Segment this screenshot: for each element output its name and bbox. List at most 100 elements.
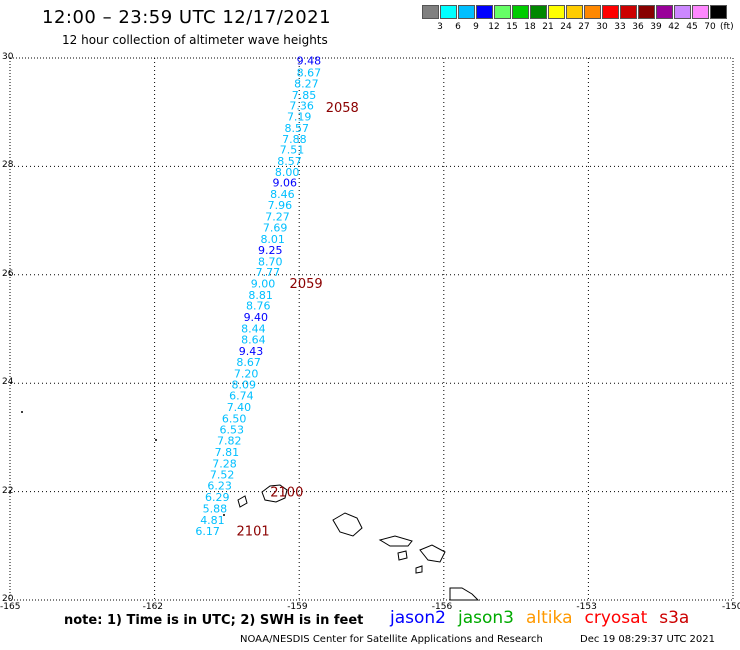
time-label: 2100 bbox=[270, 486, 303, 501]
color-swatch bbox=[656, 5, 673, 19]
wave-height-value: 8.67 bbox=[297, 67, 322, 80]
wave-height-value: 7.81 bbox=[215, 446, 240, 459]
color-swatch bbox=[602, 5, 619, 19]
wave-height-value: 9.00 bbox=[251, 277, 276, 290]
time-label: 2058 bbox=[326, 101, 359, 116]
wave-height-value: 7.51 bbox=[280, 144, 305, 157]
legend-item: altika bbox=[526, 608, 573, 628]
island-niihau bbox=[237, 495, 248, 508]
color-scale-label: 9 bbox=[473, 22, 479, 32]
wave-height-value: 8.27 bbox=[294, 77, 319, 90]
color-scale-label: 70 bbox=[704, 22, 716, 32]
wave-height-value: 7.85 bbox=[292, 89, 317, 102]
wave-height-value: 9.06 bbox=[272, 177, 297, 190]
wave-height-value: 6.29 bbox=[205, 491, 230, 504]
color-swatch bbox=[584, 5, 601, 19]
satellite-legend: jason2 jason3 altika cryosat s3a bbox=[390, 608, 701, 628]
color-swatch bbox=[512, 5, 529, 19]
island-molokai bbox=[378, 535, 413, 547]
wave-height-value: 7.52 bbox=[210, 468, 235, 481]
altimeter-track: 9.488.678.277.857.367.198.577.887.518.57… bbox=[195, 55, 358, 540]
wave-height-value: 4.81 bbox=[200, 514, 225, 527]
wave-height-value: 7.88 bbox=[282, 133, 307, 146]
color-swatch bbox=[494, 5, 511, 19]
page-title: 12:00 – 23:59 UTC 12/17/2021 bbox=[42, 7, 332, 28]
footer-note: note: 1) Time is in UTC; 2) SWH is in fe… bbox=[64, 613, 364, 628]
wave-height-value: 9.48 bbox=[297, 55, 322, 68]
color-swatch bbox=[422, 5, 439, 19]
color-scale-label: (ft) bbox=[720, 22, 734, 32]
color-scale-label: 36 bbox=[632, 22, 644, 32]
color-scale-label: 45 bbox=[686, 22, 698, 32]
wave-height-value: 6.50 bbox=[222, 412, 247, 425]
hawaiian-islands bbox=[21, 411, 480, 601]
island-kahoolawe bbox=[415, 565, 423, 574]
wave-height-value: 7.19 bbox=[287, 111, 312, 124]
legend-item: jason3 bbox=[458, 608, 514, 628]
wave-height-value: 8.57 bbox=[285, 122, 310, 135]
generated-timestamp: Dec 19 08:29:37 UTC 2021 bbox=[580, 634, 715, 645]
wave-height-value: 8.01 bbox=[260, 233, 285, 246]
island-lanai bbox=[397, 550, 408, 561]
wave-height-value: 9.25 bbox=[258, 244, 283, 257]
island-kauai bbox=[261, 484, 288, 503]
latitude-label: 28 bbox=[2, 160, 14, 171]
latitude-label: 24 bbox=[2, 377, 14, 388]
longitude-label: -162 bbox=[142, 602, 164, 612]
color-swatch bbox=[674, 5, 691, 19]
wave-height-value: 7.36 bbox=[289, 100, 314, 113]
color-scale-label: 21 bbox=[542, 22, 554, 32]
wave-height-value: 7.27 bbox=[265, 210, 290, 223]
color-scale-label: 12 bbox=[488, 22, 500, 32]
islet-2 bbox=[155, 439, 157, 441]
page-subtitle: 12 hour collection of altimeter wave hei… bbox=[62, 33, 328, 47]
credit-line: NOAA/NESDIS Center for Satellite Applica… bbox=[240, 634, 543, 645]
longitude-label: -150 bbox=[722, 602, 740, 612]
wave-height-value: 8.44 bbox=[241, 322, 266, 335]
longitude-label: -159 bbox=[287, 602, 308, 612]
wave-height-value: 7.40 bbox=[227, 401, 252, 414]
color-scale-label: 39 bbox=[650, 22, 662, 32]
latitude-label: 22 bbox=[2, 485, 14, 496]
wave-height-value: 8.09 bbox=[232, 378, 257, 391]
color-swatch bbox=[530, 5, 547, 19]
wave-height-value: 8.46 bbox=[270, 188, 295, 201]
color-scale-label: 30 bbox=[596, 22, 608, 32]
longitude-label: -165 bbox=[0, 602, 21, 612]
wave-height-value: 7.77 bbox=[256, 266, 281, 279]
wave-height-value: 8.81 bbox=[248, 289, 273, 302]
color-scale-label: 3 bbox=[437, 22, 443, 32]
color-swatch bbox=[476, 5, 493, 19]
wave-height-value: 6.53 bbox=[219, 423, 244, 436]
legend-item: s3a bbox=[659, 608, 690, 628]
wave-height-value: 9.40 bbox=[244, 311, 269, 324]
islet-1 bbox=[21, 411, 23, 413]
color-scale-label: 42 bbox=[668, 22, 680, 32]
wave-height-value: 7.28 bbox=[212, 457, 237, 470]
wave-height-value: 6.17 bbox=[195, 525, 220, 538]
wave-height-value: 8.00 bbox=[275, 166, 300, 179]
wave-height-value: 9.43 bbox=[239, 345, 264, 358]
time-label: 2101 bbox=[237, 525, 270, 540]
island-oahu bbox=[332, 512, 363, 537]
islet-3 bbox=[223, 514, 225, 516]
longitude-label: -153 bbox=[576, 602, 597, 612]
color-swatch bbox=[566, 5, 583, 19]
wave-height-value: 7.96 bbox=[268, 199, 293, 212]
latitude-label: 30 bbox=[2, 52, 14, 62]
color-swatch bbox=[548, 5, 565, 19]
legend-item: cryosat bbox=[584, 608, 648, 628]
color-swatch bbox=[440, 5, 457, 19]
wave-height-value: 8.76 bbox=[246, 300, 271, 313]
wave-height-value: 8.64 bbox=[241, 333, 266, 346]
longitude-label: -156 bbox=[431, 602, 453, 612]
wave-height-value: 8.70 bbox=[258, 255, 283, 268]
wave-height-value: 8.67 bbox=[236, 356, 261, 369]
color-scale-label: 6 bbox=[455, 22, 461, 32]
wave-height-value: 7.69 bbox=[263, 222, 288, 235]
color-swatch bbox=[458, 5, 475, 19]
island-hawaii bbox=[449, 587, 480, 601]
color-scale-label: 18 bbox=[524, 22, 536, 32]
wave-height-value: 6.23 bbox=[207, 480, 232, 493]
